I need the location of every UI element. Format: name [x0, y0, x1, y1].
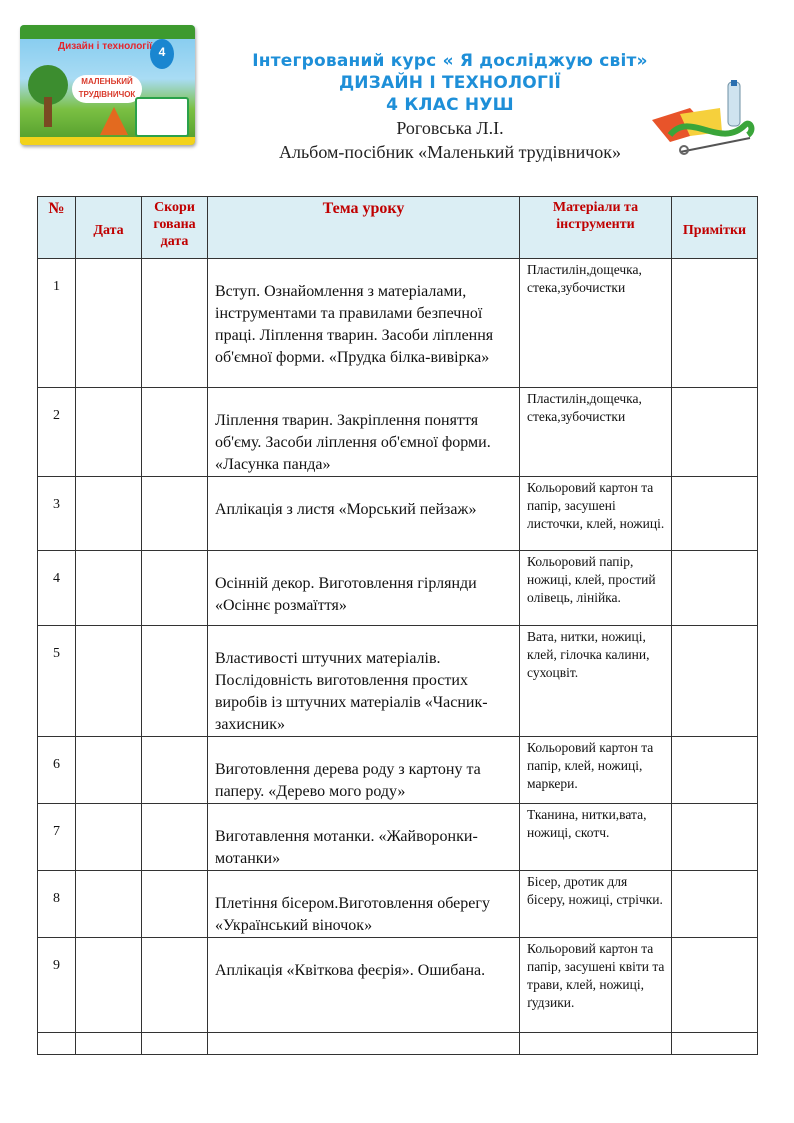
table-row: 5 Властивості штучних матеріалів. Послідо… — [37, 625, 758, 737]
date-cell — [75, 476, 142, 551]
lesson-materials: Кольоровий папір, ножиці, клей, простий … — [519, 550, 672, 626]
table-row: 6 Виготовлення дерева роду з картону та п… — [37, 736, 758, 804]
lesson-topic: Осінній декор. Виготовлення гірлянди «Ос… — [207, 550, 520, 626]
lesson-number: 1 — [37, 258, 76, 388]
col-corrected-date: Скори гована дата — [141, 196, 208, 259]
empty-cell — [207, 1032, 520, 1055]
notes-cell — [671, 803, 758, 871]
lesson-plan-table: № Дата Скори гована дата Тема уроку Мате… — [37, 196, 758, 1055]
lesson-topic: Вступ. Ознайомлення з матеріалами, інстр… — [207, 258, 520, 388]
book-cover-image: Дизайн і технології 4 МАЛЕНЬКИЙ ТРУДІВНИЧ… — [20, 25, 195, 145]
table-row: 3 Аплікація з листя «Морський пейзаж» Коль… — [37, 476, 758, 551]
lesson-number: 3 — [37, 476, 76, 551]
notes-cell — [671, 937, 758, 1033]
lesson-topic: Виготавлення мотанки. «Жайворонки-мотанк… — [207, 803, 520, 871]
grade-title: 4 КЛАС НУШ — [386, 95, 514, 115]
lesson-materials: Вата, нитки, ножиці, клей, гілочка калин… — [519, 625, 672, 737]
lesson-number: 6 — [37, 736, 76, 804]
lesson-topic: Аплікація «Квіткова феєрія». Ошибана. — [207, 937, 520, 1033]
lesson-number: 4 — [37, 550, 76, 626]
notes-cell — [671, 625, 758, 737]
document-header: Інтегрований курс « Я досліджую світ» ДИ… — [200, 50, 700, 164]
lesson-number: 5 — [37, 625, 76, 737]
col-date: Дата — [75, 196, 142, 259]
table-row: 9 Аплікація «Квіткова феєрія». Ошибана. Ко… — [37, 937, 758, 1033]
date-cell — [75, 387, 142, 477]
corrected-date-cell — [141, 550, 208, 626]
notes-cell — [671, 550, 758, 626]
empty-cell — [671, 1032, 758, 1055]
empty-cell — [75, 1032, 142, 1055]
col-notes: Примітки — [671, 196, 758, 259]
subject-title: ДИЗАЙН І ТЕХНОЛОГІЇ — [338, 73, 562, 93]
corrected-date-cell — [141, 476, 208, 551]
table-row: 2 Ліплення тварин. Закріплення поняття об… — [37, 387, 758, 477]
notes-cell — [671, 736, 758, 804]
album-title: Альбом-посібник «Маленький трудівничок» — [278, 142, 622, 162]
course-title: Інтегрований курс « Я досліджую світ» — [252, 51, 648, 71]
col-number: № — [37, 196, 76, 259]
lesson-materials: Кольоровий картон та папір, клей, ножиці… — [519, 736, 672, 804]
col-materials: Матеріали та інструменти — [519, 196, 672, 259]
corrected-date-cell — [141, 387, 208, 477]
corrected-date-cell — [141, 258, 208, 388]
notes-cell — [671, 870, 758, 938]
date-cell — [75, 803, 142, 871]
lesson-number: 7 — [37, 803, 76, 871]
corrected-date-cell — [141, 625, 208, 737]
col-topic: Тема уроку — [207, 196, 520, 259]
lesson-materials: Тканина, нитки,вата, ножиці, скотч. — [519, 803, 672, 871]
lesson-topic: Ліплення тварин. Закріплення поняття об'… — [207, 387, 520, 477]
lesson-materials: Пластилін,дощечка, стека,зубочистки — [519, 387, 672, 477]
lesson-number: 2 — [37, 387, 76, 477]
notes-cell — [671, 387, 758, 477]
empty-cell — [37, 1032, 76, 1055]
table-row: 4 Осінній декор. Виготовлення гірлянди «О… — [37, 550, 758, 626]
lesson-materials: Бісер, дротик для бісеру, ножиці, стрічк… — [519, 870, 672, 938]
empty-cell — [141, 1032, 208, 1055]
table-row: 1 Вступ. Ознайомлення з матеріалами, інст… — [37, 258, 758, 388]
date-cell — [75, 258, 142, 388]
author: Роговська Л.І. — [396, 118, 504, 138]
lesson-materials: Кольоровий картон та папір, засушені кві… — [519, 937, 672, 1033]
lesson-topic: Плетіння бісером.Виготовлення оберегу «У… — [207, 870, 520, 938]
date-cell — [75, 736, 142, 804]
table-row: 7 Виготавлення мотанки. «Жайворонки-мотан… — [37, 803, 758, 871]
corrected-date-cell — [141, 736, 208, 804]
empty-table-row — [37, 1032, 758, 1055]
lesson-materials: Кольоровий картон та папір, засушені лис… — [519, 476, 672, 551]
lesson-topic: Аплікація з листя «Морський пейзаж» — [207, 476, 520, 551]
notes-cell — [671, 476, 758, 551]
date-cell — [75, 870, 142, 938]
corrected-date-cell — [141, 803, 208, 871]
corrected-date-cell — [141, 870, 208, 938]
lesson-number: 8 — [37, 870, 76, 938]
craft-tools-illustration — [652, 80, 755, 155]
empty-cell — [519, 1032, 672, 1055]
date-cell — [75, 550, 142, 626]
corrected-date-cell — [141, 937, 208, 1033]
table-header-row: № Дата Скори гована дата Тема уроку Мате… — [37, 196, 758, 259]
date-cell — [75, 937, 142, 1033]
lesson-number: 9 — [37, 937, 76, 1033]
lesson-materials: Пластилін,дощечка, стека,зубочистки — [519, 258, 672, 388]
lesson-topic: Властивості штучних матеріалів. Послідов… — [207, 625, 520, 737]
date-cell — [75, 625, 142, 737]
lesson-topic: Виготовлення дерева роду з картону та па… — [207, 736, 520, 804]
table-row: 8 Плетіння бісером.Виготовлення оберегу «… — [37, 870, 758, 938]
notes-cell — [671, 258, 758, 388]
